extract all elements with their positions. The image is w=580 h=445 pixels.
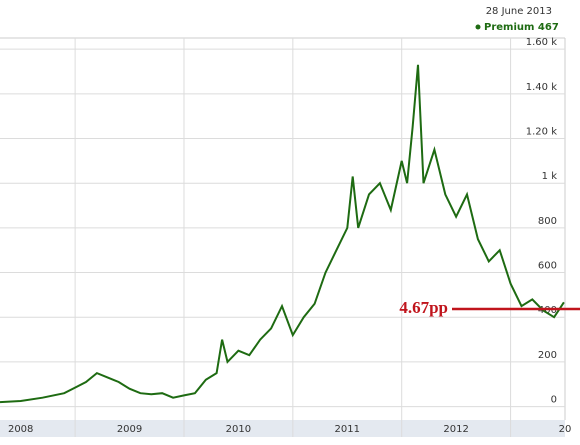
x-tick-label: 2011 [335, 424, 360, 435]
legend-value: 467 [538, 22, 559, 33]
legend-label: Premium 467 [484, 22, 559, 33]
x-tick-label: 2010 [226, 424, 251, 435]
y-tick-label: 1.40 k [526, 82, 557, 93]
x-axis-band [0, 420, 565, 437]
y-tick-label: 400 [538, 305, 557, 316]
y-tick-label: 0 [551, 395, 557, 406]
annotation-label: 4.67pp [399, 298, 448, 317]
x-tick-label: 2012 [443, 424, 468, 435]
y-tick-label: 600 [538, 261, 557, 272]
y-tick-label: 200 [538, 350, 557, 361]
data-line [0, 64, 565, 404]
x-tick-label: 20 [559, 424, 572, 435]
x-tick-label: 2008 [8, 424, 33, 435]
date-label: 28 June 2013 [486, 6, 552, 17]
y-tick-label: 800 [538, 216, 557, 227]
legend-dot [475, 24, 481, 30]
y-tick-label: 1 k [542, 171, 558, 182]
legend-name: Premium [484, 22, 534, 33]
y-tick-label: 1.60 k [526, 37, 557, 48]
y-tick-label: 1.20 k [526, 127, 557, 138]
x-tick-label: 2009 [117, 424, 142, 435]
